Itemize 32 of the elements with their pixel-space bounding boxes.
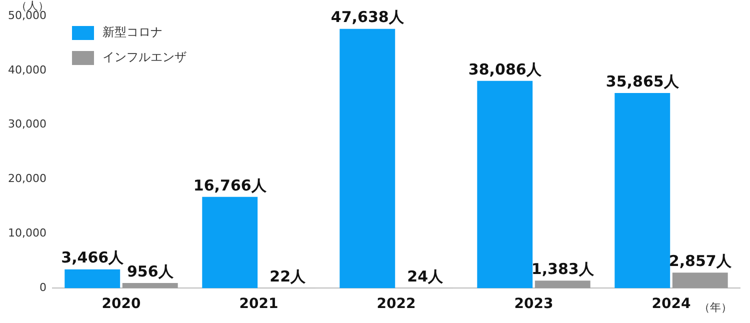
data-label: 956人 xyxy=(126,262,174,280)
bar xyxy=(64,269,120,288)
x-tick-label: 2020 xyxy=(102,296,141,312)
x-tick-label: 2021 xyxy=(239,296,278,312)
x-tick-label: 2024 xyxy=(652,296,691,312)
bar xyxy=(477,80,533,288)
data-label: 22人 xyxy=(270,267,307,286)
data-label: 2,857人 xyxy=(668,252,732,270)
y-tick-label: 10,000 xyxy=(8,226,46,240)
bar xyxy=(340,28,396,288)
x-axis-title: （年） xyxy=(699,301,732,314)
y-tick-label: 20,000 xyxy=(8,172,46,186)
legend-label: インフルエンザ xyxy=(102,49,186,66)
data-label: 38,086人 xyxy=(468,60,542,78)
data-label: 3,466人 xyxy=(61,248,125,267)
data-label: 35,865人 xyxy=(606,72,680,90)
x-tick-label: 2022 xyxy=(376,296,416,312)
data-label: 1,383人 xyxy=(531,260,595,278)
data-label: 47,638人 xyxy=(330,8,405,26)
y-tick-label: 40,000 xyxy=(8,63,46,76)
bar xyxy=(614,92,670,288)
bar xyxy=(672,272,728,288)
bar xyxy=(534,280,590,288)
bar xyxy=(122,282,178,288)
legend-label: 新型コロナ xyxy=(102,24,162,41)
bar xyxy=(202,196,258,288)
data-label: 24人 xyxy=(407,267,444,286)
x-tick-label: 2023 xyxy=(514,296,554,312)
y-axis-title: （人） xyxy=(16,0,49,12)
data-label: 16,766人 xyxy=(193,176,268,194)
y-tick-label: 0 xyxy=(39,281,46,294)
y-tick-label: 30,000 xyxy=(8,118,46,131)
